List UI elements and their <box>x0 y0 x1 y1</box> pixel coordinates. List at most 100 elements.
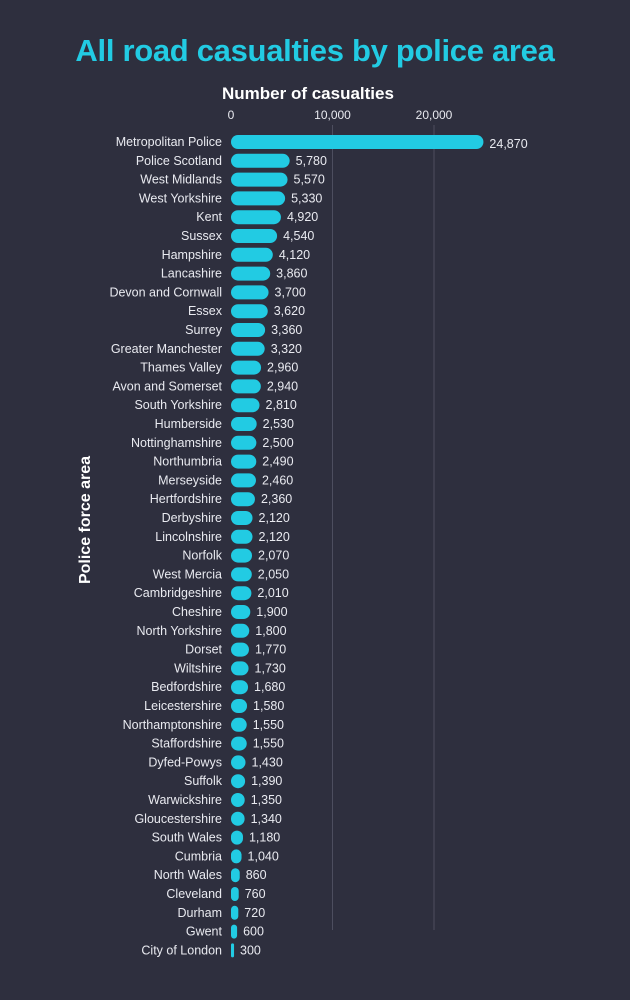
value-label: 1,550 <box>253 718 284 732</box>
category-label: Thames Valley <box>140 361 222 375</box>
bar <box>231 830 243 845</box>
category-label: Bedfordshire <box>151 680 222 694</box>
category-label: Derbyshire <box>162 511 222 525</box>
value-label: 600 <box>243 925 264 939</box>
bar <box>231 323 266 337</box>
bar <box>231 304 268 319</box>
bar <box>231 774 246 789</box>
value-label: 2,500 <box>262 436 293 450</box>
category-label: Essex <box>188 304 223 318</box>
bar <box>231 943 235 958</box>
category-label: Suffolk <box>184 774 223 788</box>
category-label: Lincolnshire <box>155 530 222 544</box>
category-label: Norfolk <box>182 549 222 563</box>
category-label: City of London <box>141 943 222 957</box>
x-tick-label: 20,000 <box>416 108 453 122</box>
value-label: 2,940 <box>267 379 298 393</box>
category-label: Greater Manchester <box>111 342 222 356</box>
value-label: 24,870 <box>489 137 527 151</box>
value-label: 2,530 <box>263 417 294 431</box>
category-label: Devon and Cornwall <box>109 285 222 299</box>
bar <box>231 811 245 826</box>
bar <box>231 887 239 901</box>
bar <box>231 905 239 920</box>
bar <box>231 642 249 657</box>
value-label: 5,780 <box>296 154 327 168</box>
category-label: Police Scotland <box>136 154 222 168</box>
bar <box>231 699 248 713</box>
bar <box>231 924 238 939</box>
x-axis-title: Number of casualties <box>222 84 394 103</box>
category-label: Durham <box>178 906 222 920</box>
bar <box>231 135 484 149</box>
category-label: Cambridgeshire <box>134 586 222 600</box>
category-label: West Midlands <box>140 173 222 187</box>
value-label: 2,120 <box>259 511 290 525</box>
value-label: 1,550 <box>253 737 284 751</box>
category-label: Hampshire <box>162 248 222 262</box>
value-label: 4,540 <box>283 229 314 243</box>
category-label: Kent <box>196 210 222 224</box>
bar <box>231 247 273 262</box>
bar <box>231 191 286 206</box>
value-label: 4,920 <box>287 210 318 224</box>
value-label: 1,180 <box>249 831 280 845</box>
x-tick-label: 0 <box>228 108 235 122</box>
value-label: 2,960 <box>267 361 298 375</box>
value-label: 2,360 <box>261 492 292 506</box>
bar <box>231 172 288 187</box>
bar <box>231 586 252 601</box>
category-label: Cumbria <box>175 849 222 863</box>
value-label: 760 <box>245 887 266 901</box>
value-label: 2,490 <box>262 455 293 469</box>
value-label: 1,730 <box>255 661 286 675</box>
category-label: Cleveland <box>166 887 222 901</box>
value-label: 1,350 <box>251 793 282 807</box>
bar <box>231 680 249 695</box>
bar <box>231 548 253 563</box>
value-label: 5,570 <box>294 173 325 187</box>
category-label: North Yorkshire <box>137 624 223 638</box>
bar <box>231 360 262 375</box>
bar <box>231 398 260 413</box>
bar <box>231 285 269 300</box>
bar <box>231 435 257 450</box>
value-label: 2,460 <box>262 473 293 487</box>
value-label: 720 <box>244 906 265 920</box>
category-label: Northumbria <box>153 455 222 469</box>
category-label: Warwickshire <box>148 793 222 807</box>
value-label: 2,120 <box>259 530 290 544</box>
category-label: Sussex <box>181 229 223 243</box>
category-label: Northamptonshire <box>123 718 222 732</box>
value-label: 1,800 <box>255 624 286 638</box>
bar <box>231 755 246 770</box>
bar <box>231 736 247 751</box>
value-label: 1,580 <box>253 699 284 713</box>
value-label: 2,070 <box>258 549 289 563</box>
bar <box>231 473 256 488</box>
category-label: Lancashire <box>161 267 222 281</box>
value-label: 3,620 <box>274 304 305 318</box>
value-label: 1,040 <box>248 849 279 863</box>
category-label: Gwent <box>186 925 223 939</box>
category-label: Dorset <box>185 643 222 657</box>
bar <box>231 417 257 431</box>
bar <box>231 661 249 676</box>
category-label: West Mercia <box>153 567 222 581</box>
value-label: 1,340 <box>251 812 282 826</box>
bar <box>231 567 252 582</box>
value-label: 1,680 <box>254 680 285 694</box>
value-label: 1,770 <box>255 643 286 657</box>
bar <box>231 529 253 544</box>
bar <box>231 623 250 638</box>
category-label: West Yorkshire <box>139 191 222 205</box>
bar <box>231 153 290 168</box>
bar <box>231 454 257 469</box>
bar <box>231 492 255 507</box>
bar <box>231 266 271 281</box>
category-label: Cheshire <box>172 605 222 619</box>
bar <box>231 605 251 619</box>
category-label: Nottinghamshire <box>131 436 222 450</box>
category-label: South Wales <box>152 831 222 845</box>
